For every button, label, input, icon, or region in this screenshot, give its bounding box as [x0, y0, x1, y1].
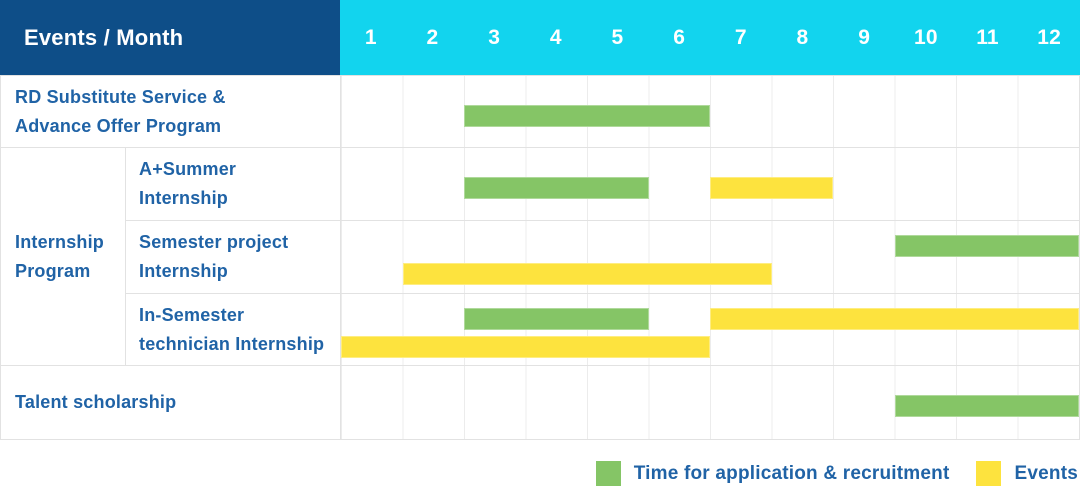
legend-item-application-recruitment: Time for application & recruitment: [595, 461, 950, 486]
events-swatch-icon: [976, 461, 1002, 486]
events-bar: [710, 177, 833, 199]
row-label-a-summer-internship: A+Summer Internship: [125, 147, 340, 220]
events-bar: [402, 263, 772, 285]
table-header-events-month: Events / Month: [0, 0, 340, 75]
events-bar: [341, 336, 710, 358]
events-month-table: Events / Month 1 2 3 4 5 6 7 8 9 10 11 12 RD Substi…: [0, 0, 1080, 440]
month-header-11: 11: [976, 25, 999, 49]
legend-label-events: Events: [1014, 462, 1078, 484]
application-recruitment-bar: [464, 177, 649, 199]
month-header-5: 5: [611, 25, 624, 49]
chart-row-a-summer-internship: [340, 147, 1080, 220]
chart-row-talent-scholarship: [340, 365, 1080, 440]
row-label-semester-project-internship: Semester project Internship: [125, 220, 340, 293]
month-header-2: 2: [426, 25, 439, 49]
month-header-6: 6: [673, 25, 686, 49]
application-recruitment-bar: [894, 395, 1079, 417]
legend-label-application-recruitment: Time for application & recruitment: [633, 462, 950, 484]
month-header-7: 7: [734, 25, 747, 49]
month-header-8: 8: [796, 25, 809, 49]
month-header-10: 10: [913, 25, 938, 49]
application-recruitment-bar: [894, 235, 1079, 257]
application-recruitment-swatch-icon: [595, 461, 621, 486]
chart-row-in-semester-technician-internship: [340, 293, 1080, 365]
row-label-talent-scholarship: Talent scholarship: [0, 365, 340, 440]
chart-row-rd-substitute: [340, 75, 1080, 147]
month-header-9: 9: [858, 25, 871, 49]
legend-item-events: Events: [976, 461, 1078, 486]
month-header-12: 12: [1037, 25, 1062, 49]
month-header-4: 4: [549, 25, 562, 49]
row-group-label-internship-program: Internship Program: [0, 147, 125, 365]
application-recruitment-bar: [464, 308, 649, 330]
row-label-in-semester-technician-internship: In-Semester technician Internship: [125, 293, 340, 365]
chart-row-semester-project-internship: [340, 220, 1080, 293]
month-header-row: 1 2 3 4 5 6 7 8 9 10 11 12: [340, 0, 1080, 75]
application-recruitment-bar: [464, 105, 710, 127]
month-header-1: 1: [364, 25, 377, 49]
row-label-rd-substitute: RD Substitute Service & Advance Offer Pr…: [0, 75, 340, 147]
month-header-3: 3: [488, 25, 501, 49]
legend: Time for application & recruitment Event…: [0, 461, 1078, 486]
events-bar: [710, 308, 1079, 330]
table-header-label: Events / Month: [24, 24, 184, 50]
